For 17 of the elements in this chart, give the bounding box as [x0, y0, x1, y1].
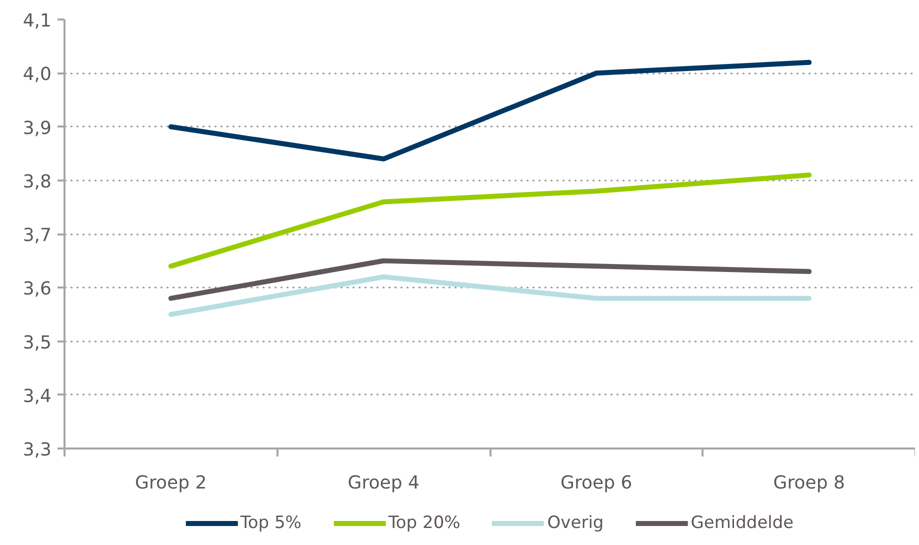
x-tick-label: Groep 8: [773, 472, 845, 494]
y-tick-label: 3,6: [22, 278, 52, 300]
y-tick-label: 4,0: [22, 64, 52, 86]
x-tick-label: Groep 6: [560, 472, 632, 494]
y-tick-label: 3,7: [22, 225, 52, 246]
y-tick-label: 3,5: [22, 332, 52, 354]
x-tick-label: Groep 2: [135, 472, 207, 494]
y-tick-label: 3,9: [22, 118, 52, 139]
x-tick-label: Groep 4: [348, 472, 420, 494]
y-tick-label: 3,3: [22, 440, 52, 460]
legend-label: Gemiddelde: [690, 513, 794, 533]
legend-label: Top 20%: [388, 513, 460, 533]
legend-label: Overig: [547, 513, 604, 533]
legend-label: Top 5%: [240, 513, 302, 533]
y-tick-label: 3,8: [22, 171, 52, 192]
y-tick-label: 4,1: [22, 10, 52, 32]
y-tick-label: 3,4: [22, 386, 52, 407]
